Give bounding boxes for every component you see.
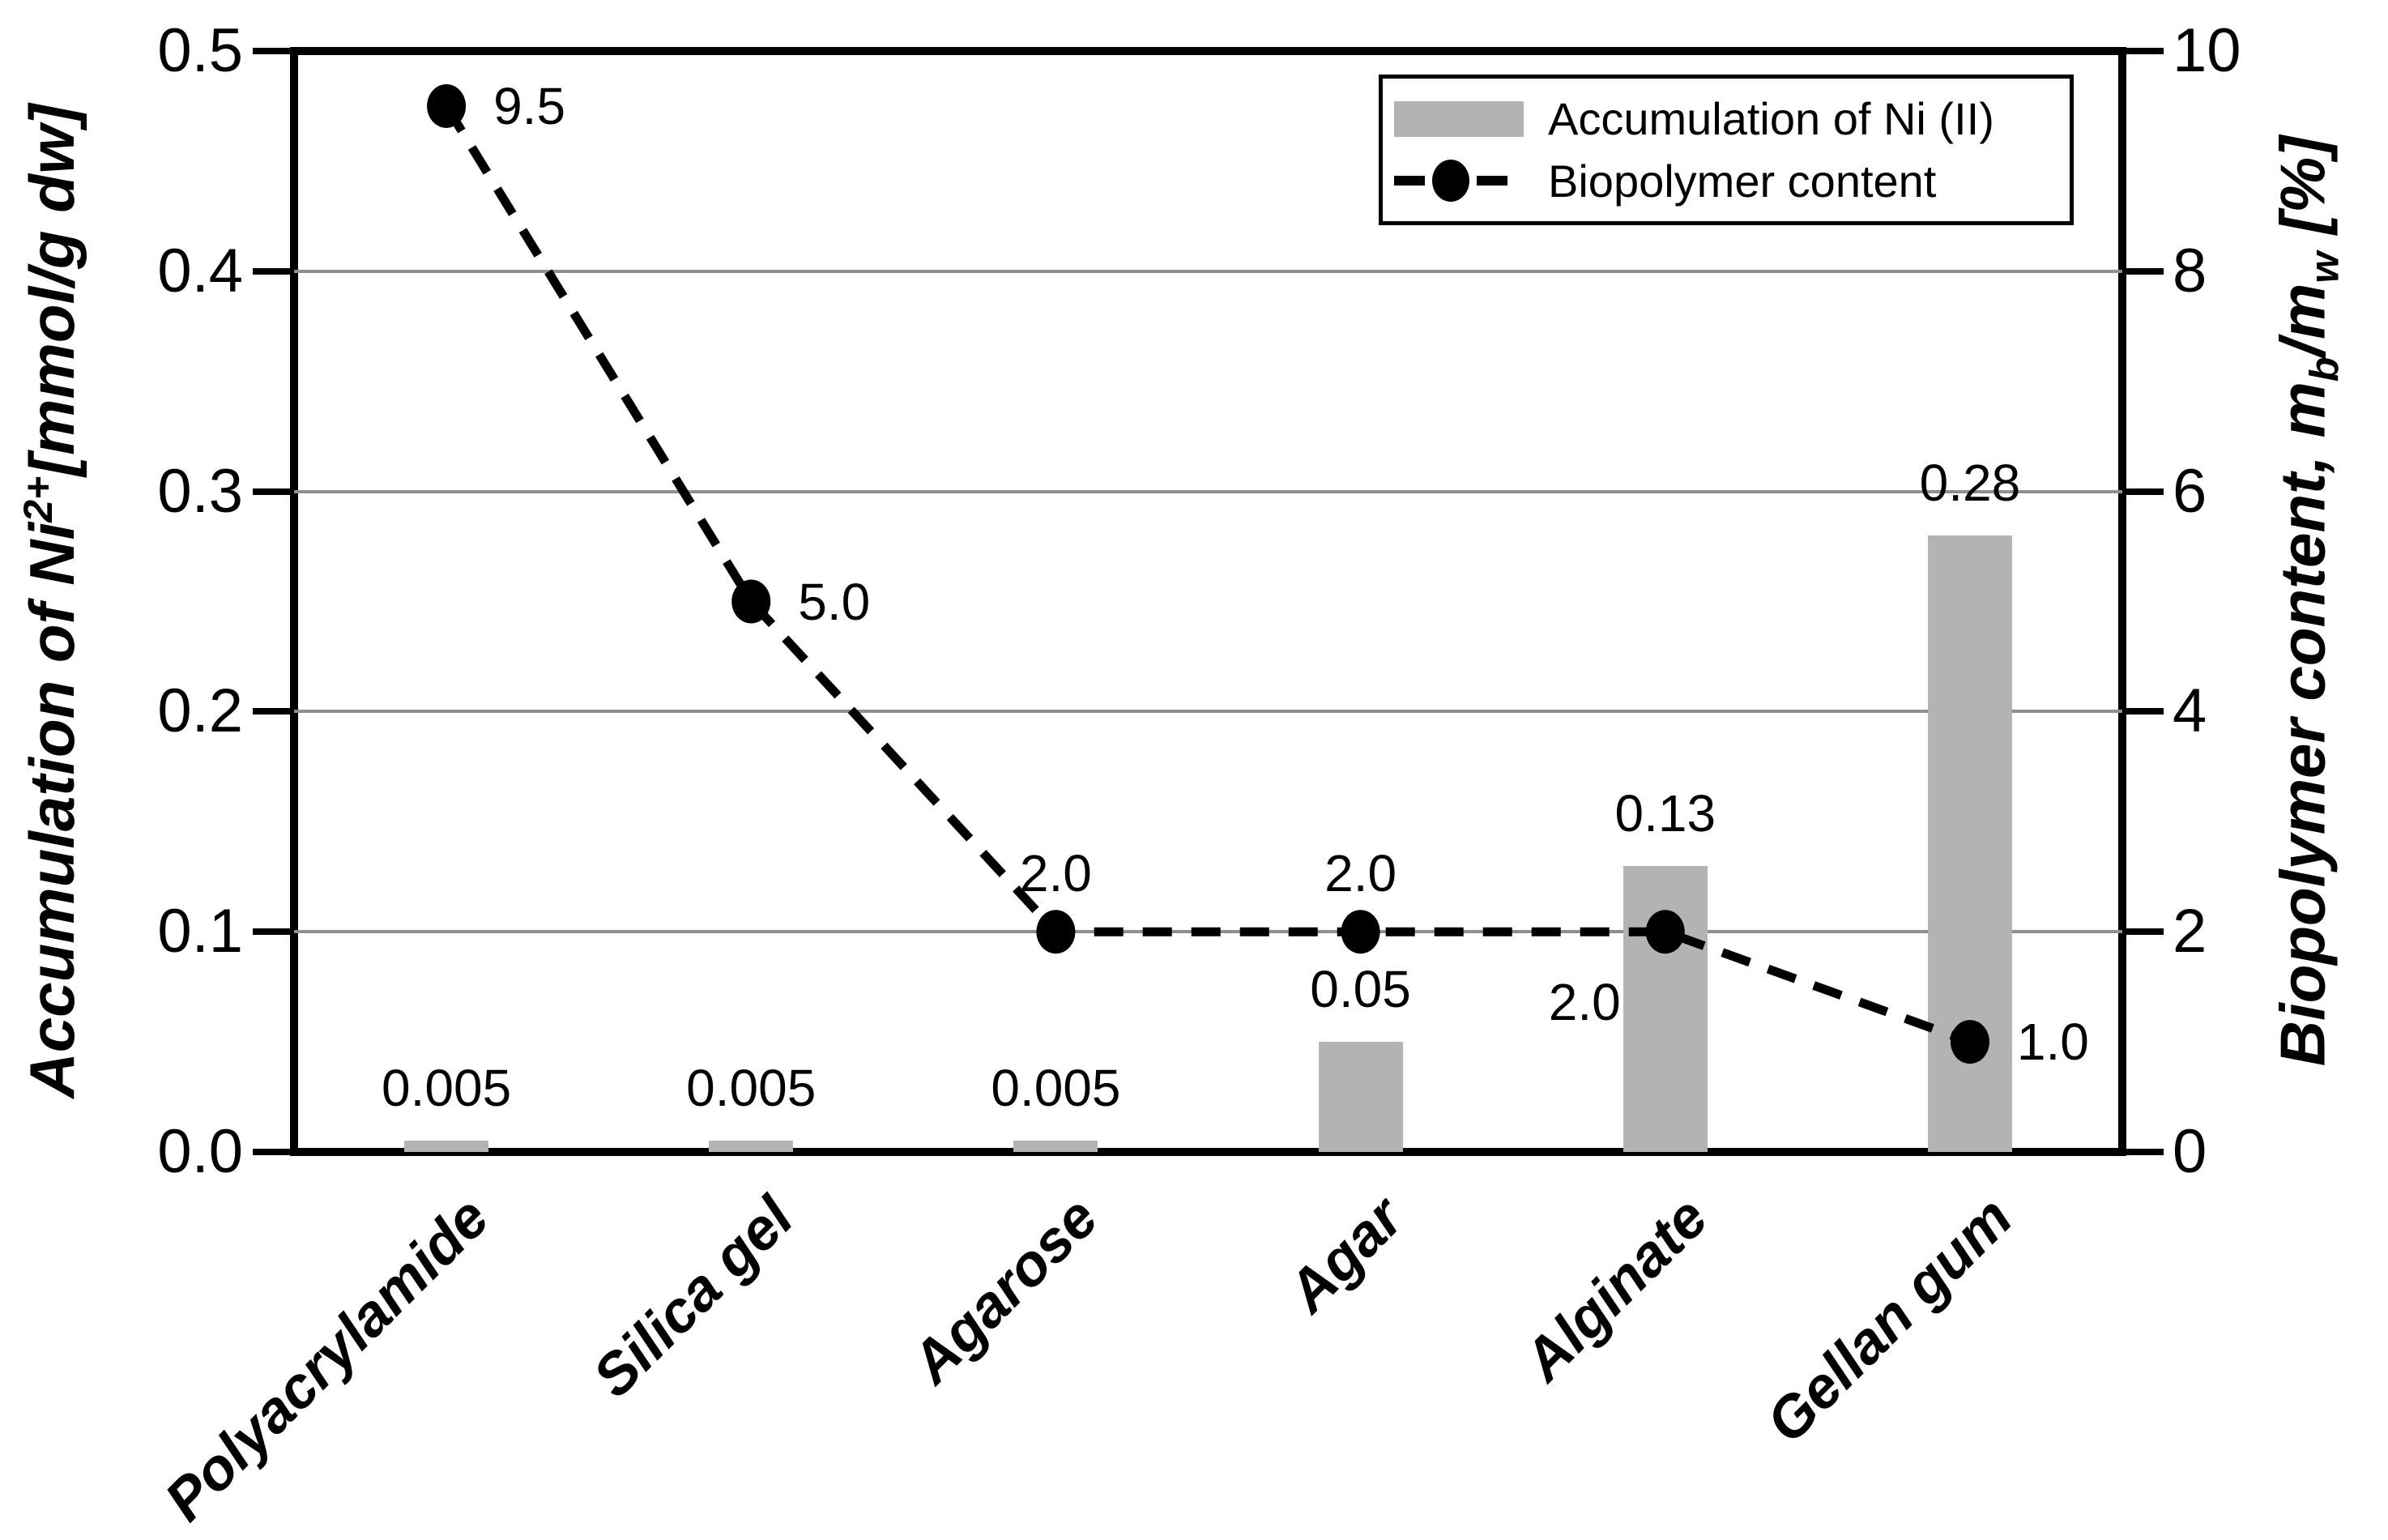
legend-line-sample-container [1383, 160, 1527, 203]
line-value-label-agarose: 2.0 [1019, 844, 1092, 903]
right-tick-0 [2126, 1149, 2164, 1155]
legend-dash-left [1394, 176, 1425, 186]
bar-silica-gel [709, 1141, 794, 1152]
legend-marker-dot [1432, 160, 1469, 203]
left-tick-0.1 [253, 928, 290, 936]
left-axis-title-text: Accumulation of Ni [16, 522, 87, 1098]
bar-agar [1318, 1042, 1403, 1152]
right-tick-6 [2126, 488, 2164, 495]
bar-value-label-agarose: 0.005 [991, 1059, 1121, 1118]
line-marker-agarose [1036, 910, 1076, 954]
legend-entry-biopolymer: Biopolymer content [1383, 155, 2070, 207]
left-axis-title-superscript: 2+ [15, 476, 61, 523]
right-tick-4 [2126, 708, 2164, 715]
plot-area-border [290, 47, 2126, 1156]
right-tick-label-4: 4 [2173, 676, 2207, 746]
legend-entry-accumulation: Accumulation of Ni (II) [1383, 92, 2070, 145]
line-value-label-agar: 2.0 [1324, 844, 1397, 903]
right-tick-label-10: 10 [2173, 16, 2241, 85]
right-tick-label-0: 0 [2173, 1117, 2207, 1186]
gridline-0.3 [294, 489, 2122, 493]
gridline-0.2 [294, 710, 2122, 714]
bar-value-label-gellan-gum: 0.28 [1919, 453, 2021, 512]
bar-value-label-silica-gel: 0.005 [686, 1059, 817, 1118]
right-tick-label-2: 2 [2173, 897, 2207, 966]
line-value-label-silica-gel: 5.0 [798, 572, 871, 631]
left-tick-0.5 [253, 48, 290, 54]
left-tick-label-0.1: 0.1 [157, 897, 243, 966]
right-axis-title-text: Biopolymer content, m [2266, 382, 2339, 1067]
left-tick-label-0.0: 0.0 [157, 1117, 243, 1186]
right-tick-label-6: 6 [2173, 456, 2207, 526]
left-tick-label-0.3: 0.3 [157, 456, 243, 526]
line-value-label-gellan-gum: 1.0 [2016, 1013, 2089, 1072]
line-marker-gellan-gum [1950, 1020, 1989, 1064]
left-tick-label-0.4: 0.4 [157, 236, 243, 305]
bar-agarose [1013, 1141, 1098, 1152]
legend-dash-right [1477, 176, 1507, 186]
left-tick-label-0.2: 0.2 [157, 676, 243, 746]
line-marker-agar [1341, 910, 1380, 954]
legend-label-accumulation: Accumulation of Ni (II) [1548, 93, 1994, 145]
right-axis-title: Biopolymer content, mb/mw [%] [2266, 136, 2348, 1067]
line-marker-alginate [1645, 910, 1685, 954]
left-tick-0.3 [253, 488, 290, 495]
bar-value-label-polyacrylamide: 0.005 [382, 1059, 512, 1118]
bar-polyacrylamide [404, 1141, 489, 1152]
left-tick-0.2 [253, 708, 290, 715]
right-axis-title-text-mid: /m [2266, 283, 2339, 357]
right-axis-title-unit: [%] [2266, 135, 2339, 252]
left-tick-0.0 [253, 1149, 290, 1155]
left-axis-title-unit: [mmol/g dw] [16, 104, 87, 476]
legend-label-biopolymer: Biopolymer content [1548, 155, 1937, 207]
biopolymer-dashed-line [442, 104, 1972, 1047]
dashed-line-marker-icon [1394, 160, 1507, 203]
left-tick-0.4 [253, 267, 290, 275]
chart-legend: Accumulation of Ni (II) Biopolymer conte… [1379, 75, 2074, 225]
line-marker-polyacrylamide [427, 83, 467, 128]
line-marker-silica-gel [731, 579, 771, 624]
bar-series-swatch-icon [1394, 100, 1524, 137]
line-value-label-alginate: 2.0 [1548, 973, 1621, 1032]
right-tick-2 [2126, 928, 2164, 936]
right-tick-8 [2126, 267, 2164, 275]
legend-bar-swatch-container [1383, 100, 1527, 137]
right-tick-label-8: 8 [2173, 236, 2207, 305]
bar-value-label-agar: 0.05 [1310, 960, 1411, 1019]
right-axis-title-subscript-b: b [2301, 356, 2347, 382]
right-tick-10 [2126, 48, 2164, 54]
gridline-0.4 [294, 269, 2122, 273]
right-axis-title-subscript-w: w [2301, 251, 2347, 284]
left-tick-label-0.5: 0.5 [157, 16, 243, 85]
left-axis-title: Accumulation of Ni2+[mmol/g dw] [15, 105, 89, 1098]
line-value-label-polyacrylamide: 9.5 [493, 76, 566, 135]
bar-value-label-alginate: 0.13 [1614, 783, 1716, 843]
